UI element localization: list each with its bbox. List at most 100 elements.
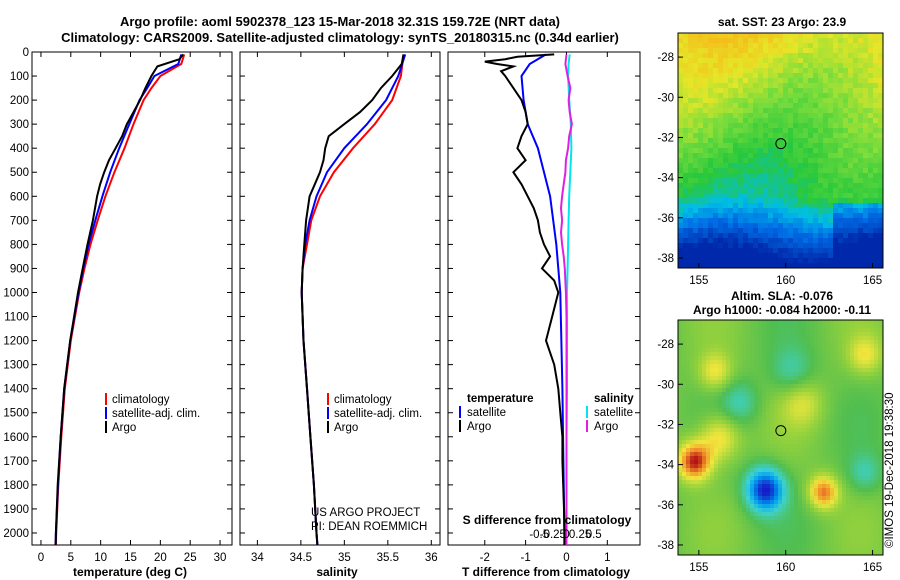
map-cell [738, 420, 743, 425]
map-cell [810, 348, 815, 353]
map-cell [783, 58, 789, 64]
map-cell [854, 408, 859, 413]
map-cell [853, 208, 859, 214]
map-cell [818, 468, 823, 473]
y-tick-label: 1800 [3, 480, 29, 492]
map-cell [783, 63, 789, 69]
map-cell [688, 193, 694, 199]
map-cell [742, 520, 747, 525]
map-cell [710, 404, 715, 409]
map-cell [862, 380, 867, 385]
map-cell [748, 68, 754, 74]
map-cell [853, 63, 859, 69]
map-cell [803, 198, 809, 204]
map-cell [702, 340, 707, 345]
map-cell [758, 193, 764, 199]
map-cell [763, 93, 769, 99]
map-cell [743, 78, 749, 84]
map-cell [742, 444, 747, 449]
map-cell [694, 404, 699, 409]
map-cell [834, 340, 839, 345]
map-cell [723, 233, 729, 239]
map-cell [850, 516, 855, 521]
map-cell [866, 496, 871, 501]
map-cell [850, 400, 855, 405]
map-cell [868, 113, 874, 119]
argo-position-marker [775, 138, 787, 150]
map-cell [854, 452, 859, 457]
map-cell [690, 364, 695, 369]
map-cell [742, 472, 747, 477]
map-cell [858, 492, 863, 497]
map-cell [854, 512, 859, 517]
map-cell [678, 432, 683, 437]
map-cell [678, 532, 683, 537]
map-cell [843, 88, 849, 94]
map-cell [738, 163, 744, 169]
map-cell [754, 468, 759, 473]
map-cell [862, 332, 867, 337]
map-cell [848, 38, 854, 44]
map-cell [798, 384, 803, 389]
map-cell [733, 203, 739, 209]
map-cell [853, 263, 859, 269]
map-cell [830, 396, 835, 401]
map-cell [822, 512, 827, 517]
map-cell [846, 392, 851, 397]
map-cell [838, 48, 844, 54]
map-cell [748, 93, 754, 99]
map-cell [862, 468, 867, 473]
map-cell [678, 528, 683, 533]
map-cell [698, 376, 703, 381]
map-cell [833, 188, 839, 194]
map-cell [878, 103, 884, 109]
map-cell [698, 108, 704, 114]
map-cell [746, 440, 751, 445]
map-cell [830, 448, 835, 453]
map-cell [862, 484, 867, 489]
map-cell [793, 183, 799, 189]
map-cell [848, 93, 854, 99]
map-cell [858, 400, 863, 405]
map-cell [838, 520, 843, 525]
map-cell [708, 73, 714, 79]
map-cell [834, 412, 839, 417]
map-cell [753, 243, 759, 249]
map-cell [846, 400, 851, 405]
map-cell [870, 320, 875, 325]
map-cell [682, 404, 687, 409]
map-cell [786, 488, 791, 493]
map-cell [878, 360, 883, 365]
map-cell [753, 93, 759, 99]
map-cell [818, 68, 824, 74]
map-cell [778, 158, 784, 164]
map-cell [828, 198, 834, 204]
map-cell [846, 332, 851, 337]
map-cell [838, 408, 843, 413]
map-cell [730, 348, 735, 353]
map-cell [722, 496, 727, 501]
map-cell [708, 238, 714, 244]
map-cell [770, 448, 775, 453]
map-cell [793, 143, 799, 149]
map-cell [878, 424, 883, 429]
map-cell [843, 123, 849, 129]
map-cell [802, 468, 807, 473]
map-cell [708, 78, 714, 84]
map-cell [742, 500, 747, 505]
map-cell [878, 332, 883, 337]
map-cell [678, 480, 683, 485]
map-cell [782, 364, 787, 369]
map-cell [702, 360, 707, 365]
map-cell [678, 464, 683, 469]
map-cell [742, 368, 747, 373]
map-cell [828, 183, 834, 189]
map-cell [858, 73, 864, 79]
map-cell [698, 38, 704, 44]
map-cell [802, 360, 807, 365]
map-cell [863, 223, 869, 229]
map-cell [743, 118, 749, 124]
map-cell [702, 464, 707, 469]
map-cell [714, 528, 719, 533]
map-cell [703, 173, 709, 179]
